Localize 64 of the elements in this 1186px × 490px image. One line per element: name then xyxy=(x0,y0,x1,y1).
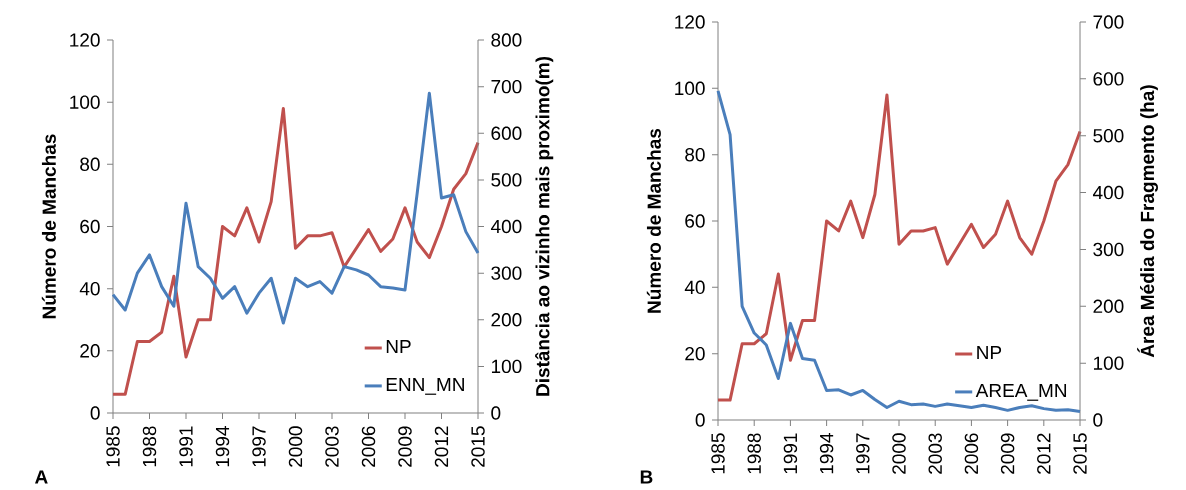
x-tick-label: 1994 xyxy=(819,433,834,474)
y2-tick-label: 200 xyxy=(491,313,522,327)
y2-tick-label: 500 xyxy=(491,173,522,187)
x-tick-label: 1991 xyxy=(783,433,798,474)
x-tick-label: 1994 xyxy=(215,426,230,467)
y2-axis-title: Distância ao vizinho mais proximo(m) xyxy=(535,56,554,396)
x-tick-label: 2009 xyxy=(1000,433,1015,474)
x-tick-label: 2015 xyxy=(471,426,485,467)
y-axis-title: Número de Manchas xyxy=(646,128,661,313)
x-tick-label: 1985 xyxy=(711,433,725,474)
y-tick-label: 60 xyxy=(80,219,100,234)
y2-tick-label: 400 xyxy=(490,219,522,234)
y2-tick-label: 400 xyxy=(1092,185,1124,200)
y-tick-label: 80 xyxy=(80,157,100,172)
y2-tick-label: 300 xyxy=(1093,242,1124,257)
y-tick-label: 60 xyxy=(685,214,705,228)
y2-tick-label: 0 xyxy=(491,406,501,420)
y-tick-label: 40 xyxy=(79,281,100,296)
legend-label: AREA_MN xyxy=(975,383,1067,401)
y-tick-label: 40 xyxy=(684,280,705,295)
y-tick-label: 100 xyxy=(70,95,100,109)
x-tick-label: 2015 xyxy=(1073,433,1087,474)
y2-tick-label: 0 xyxy=(1093,413,1103,427)
y2-tick-label: 600 xyxy=(1093,72,1124,86)
y2-tick-label: 200 xyxy=(1093,299,1124,314)
x-tick-label: 2003 xyxy=(928,433,942,474)
y2-tick-label: 300 xyxy=(491,266,522,280)
y2-tick-label: 700 xyxy=(1093,15,1124,29)
y-tick-label: 20 xyxy=(80,344,100,358)
x-tick-label: 2012 xyxy=(434,426,449,467)
legend-label: NP xyxy=(977,346,1002,360)
x-tick-label: 2003 xyxy=(325,426,339,467)
x-tick-label: 2006 xyxy=(361,426,376,467)
y-tick-label: 120 xyxy=(675,15,705,29)
x-tick-label: 1991 xyxy=(179,426,193,467)
y-axis-title: Número de Manchas xyxy=(41,134,56,319)
y-tick-label: 0 xyxy=(90,406,100,420)
text: A xyxy=(35,470,48,484)
y2-tick-label: 100 xyxy=(491,359,522,374)
y2-tick-label: 600 xyxy=(491,126,522,140)
legend-label: NP xyxy=(386,340,411,354)
x-tick-label: 2000 xyxy=(892,433,906,474)
y-tick-label: 120 xyxy=(70,33,100,47)
x-tick-label: 1985 xyxy=(106,426,120,467)
y2-tick-label: 800 xyxy=(491,33,522,47)
x-tick-label: 1997 xyxy=(856,433,870,474)
x-tick-label: 2009 xyxy=(398,426,412,467)
x-tick-label: 2000 xyxy=(288,426,303,467)
y-tick-label: 0 xyxy=(695,413,705,427)
y-tick-label: 100 xyxy=(675,81,705,96)
y2-tick-label: 700 xyxy=(491,79,522,94)
x-tick-label: 2006 xyxy=(964,433,979,474)
x-tick-label: 1988 xyxy=(142,426,157,467)
y-tick-label: 80 xyxy=(685,147,705,162)
text: B xyxy=(640,470,653,484)
y2-tick-label: 500 xyxy=(1093,129,1124,143)
x-tick-label: 2012 xyxy=(1037,433,1051,474)
legend-label: ENN_MN xyxy=(386,377,464,395)
y-tick-label: 20 xyxy=(685,346,705,361)
x-tick-label: 1988 xyxy=(747,433,761,474)
y2-tick-label: 100 xyxy=(1093,356,1124,370)
x-tick-label: 1997 xyxy=(252,426,266,467)
y2-axis-title: Área Média do Fragmento (ha) xyxy=(1137,85,1158,358)
line-series xyxy=(111,91,480,325)
